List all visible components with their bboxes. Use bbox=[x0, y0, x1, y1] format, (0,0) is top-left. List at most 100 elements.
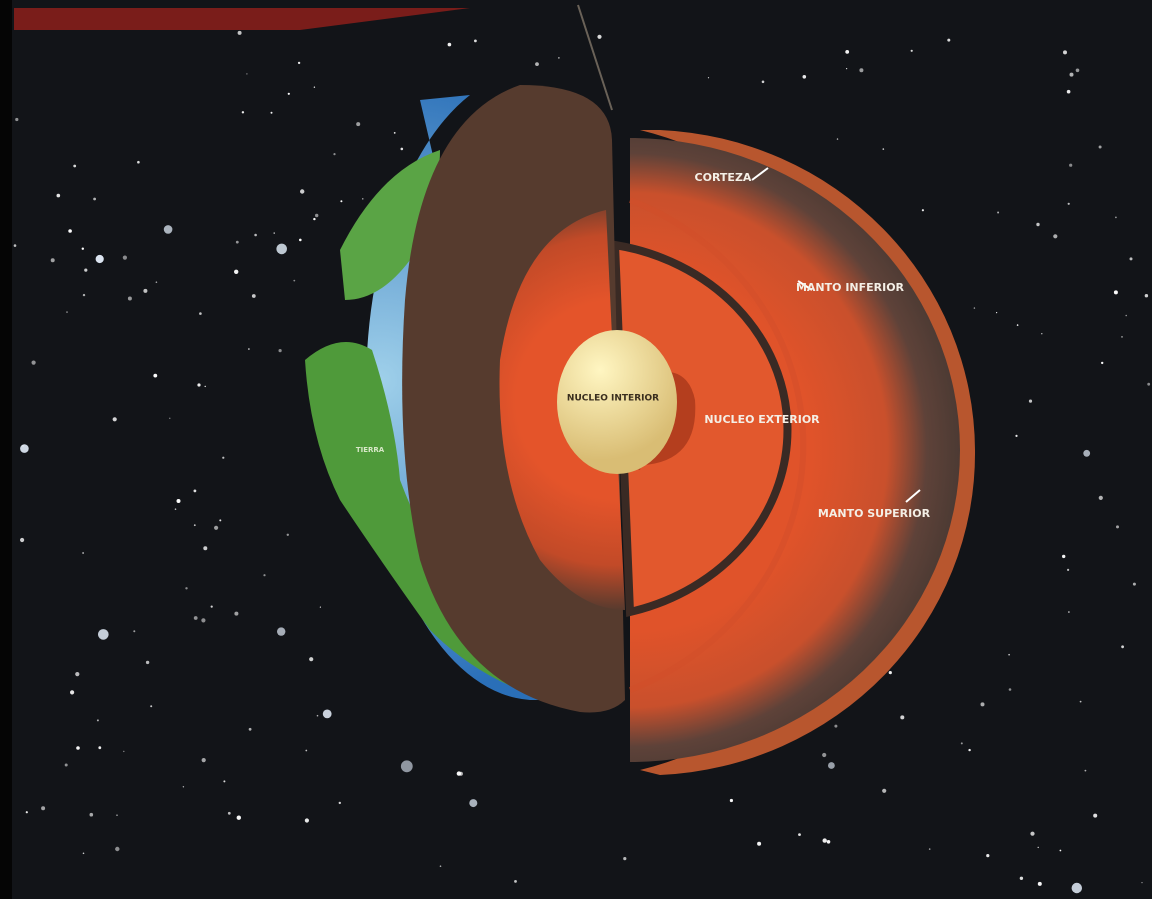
arrow bbox=[905, 489, 921, 503]
star bbox=[910, 49, 913, 52]
star bbox=[234, 269, 239, 274]
star bbox=[93, 197, 96, 201]
star bbox=[822, 752, 827, 758]
star bbox=[15, 117, 19, 122]
star bbox=[1016, 324, 1019, 326]
star bbox=[254, 233, 257, 237]
star bbox=[236, 815, 241, 820]
star bbox=[400, 760, 413, 773]
star bbox=[846, 68, 848, 70]
star bbox=[921, 209, 925, 212]
star bbox=[1008, 653, 1010, 656]
star bbox=[356, 122, 361, 127]
star bbox=[973, 307, 976, 309]
star bbox=[270, 111, 273, 114]
star bbox=[393, 132, 396, 134]
star bbox=[968, 748, 971, 752]
arrow bbox=[797, 280, 813, 291]
star bbox=[73, 164, 77, 168]
star bbox=[20, 537, 25, 543]
star bbox=[278, 349, 282, 353]
star bbox=[66, 311, 68, 313]
star bbox=[947, 38, 951, 42]
star bbox=[469, 799, 478, 808]
star bbox=[241, 111, 245, 114]
star bbox=[193, 489, 197, 493]
star bbox=[928, 848, 931, 850]
star bbox=[82, 852, 85, 855]
star bbox=[1083, 449, 1091, 457]
star bbox=[707, 77, 710, 79]
label-lower-mantle: MANTO INFERIOR bbox=[796, 281, 905, 294]
star bbox=[96, 719, 99, 722]
star bbox=[137, 160, 140, 164]
star bbox=[176, 499, 181, 503]
star bbox=[84, 268, 88, 272]
star bbox=[1115, 216, 1117, 219]
star bbox=[845, 50, 850, 54]
star bbox=[514, 880, 517, 883]
arrow bbox=[751, 167, 769, 181]
star bbox=[214, 525, 219, 530]
star bbox=[300, 189, 305, 194]
star bbox=[235, 240, 239, 244]
star bbox=[299, 238, 302, 242]
label-crust: CORTEZA bbox=[695, 171, 752, 184]
star bbox=[251, 294, 256, 298]
star bbox=[68, 229, 72, 233]
star bbox=[1068, 611, 1070, 613]
star bbox=[197, 383, 201, 387]
star bbox=[122, 255, 127, 260]
star bbox=[155, 281, 158, 284]
star bbox=[293, 279, 296, 282]
star bbox=[882, 148, 885, 150]
star bbox=[757, 841, 762, 846]
star bbox=[76, 746, 80, 750]
star bbox=[98, 746, 102, 750]
star bbox=[1125, 314, 1127, 317]
star bbox=[1129, 257, 1133, 261]
star bbox=[828, 762, 835, 769]
star bbox=[1067, 568, 1070, 572]
star bbox=[1041, 333, 1043, 335]
star bbox=[204, 385, 206, 388]
star bbox=[456, 771, 462, 776]
star bbox=[64, 763, 68, 767]
star bbox=[315, 213, 319, 218]
star bbox=[150, 705, 153, 708]
star bbox=[234, 611, 239, 616]
star bbox=[535, 62, 539, 66]
star bbox=[986, 854, 990, 858]
star bbox=[222, 456, 225, 459]
star bbox=[313, 217, 316, 221]
star bbox=[1093, 813, 1098, 818]
star bbox=[316, 714, 319, 717]
star bbox=[98, 629, 109, 640]
star bbox=[185, 587, 188, 590]
star bbox=[362, 198, 364, 200]
star bbox=[340, 200, 343, 203]
star bbox=[182, 786, 185, 788]
star bbox=[145, 660, 150, 665]
stars bbox=[13, 30, 1151, 894]
star bbox=[115, 846, 120, 852]
inner-core bbox=[557, 330, 677, 474]
star bbox=[20, 444, 29, 453]
star bbox=[286, 533, 289, 536]
star bbox=[1116, 525, 1119, 529]
star bbox=[143, 288, 148, 293]
star bbox=[1075, 68, 1080, 73]
star bbox=[153, 373, 158, 378]
star bbox=[22, 445, 24, 447]
star bbox=[1053, 234, 1058, 239]
star bbox=[25, 811, 28, 814]
star bbox=[1069, 72, 1074, 77]
star bbox=[597, 34, 602, 39]
star bbox=[1037, 846, 1039, 849]
star bbox=[1098, 495, 1103, 500]
star bbox=[227, 811, 231, 815]
star bbox=[834, 724, 838, 728]
star bbox=[1019, 876, 1024, 880]
star bbox=[174, 508, 177, 511]
